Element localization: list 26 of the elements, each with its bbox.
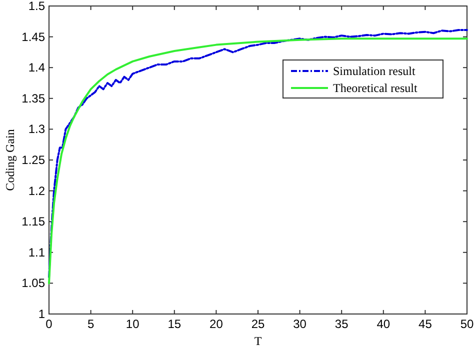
x-tick-label: 45 <box>418 317 432 331</box>
x-tick-label: 20 <box>210 317 224 331</box>
x-tick-label: 5 <box>87 317 94 331</box>
x-tick-label: 25 <box>251 317 265 331</box>
y-tick-label: 1.3 <box>28 122 46 136</box>
y-tick-label: 1.4 <box>28 60 46 75</box>
x-tick-label: 40 <box>376 317 390 331</box>
y-tick-label: 1.2 <box>28 184 46 198</box>
y-tick-label: 1.5 <box>28 0 46 13</box>
legend-label: Simulation result <box>333 64 416 78</box>
y-tick-label: 1.25 <box>22 153 46 167</box>
x-tick-label: 35 <box>334 317 349 331</box>
y-tick-label: 1 <box>38 307 46 321</box>
x-tick-label: 50 <box>460 317 474 331</box>
legend-label: Theoretical result <box>333 81 418 95</box>
x-tick-label: 15 <box>168 317 182 331</box>
x-axis-title: T <box>254 334 262 348</box>
y-tick-label: 1.45 <box>22 30 46 44</box>
x-tick-label: 10 <box>126 317 140 331</box>
y-tick-label: 1.35 <box>22 91 46 106</box>
y-tick-label: 1.05 <box>22 276 46 290</box>
x-tick-label: 0 <box>46 317 53 331</box>
y-tick-label: 1.15 <box>22 214 46 229</box>
y-axis-title: Coding Gain <box>3 129 17 191</box>
y-tick-label: 1.1 <box>28 245 46 260</box>
x-tick-label: 30 <box>293 317 307 331</box>
